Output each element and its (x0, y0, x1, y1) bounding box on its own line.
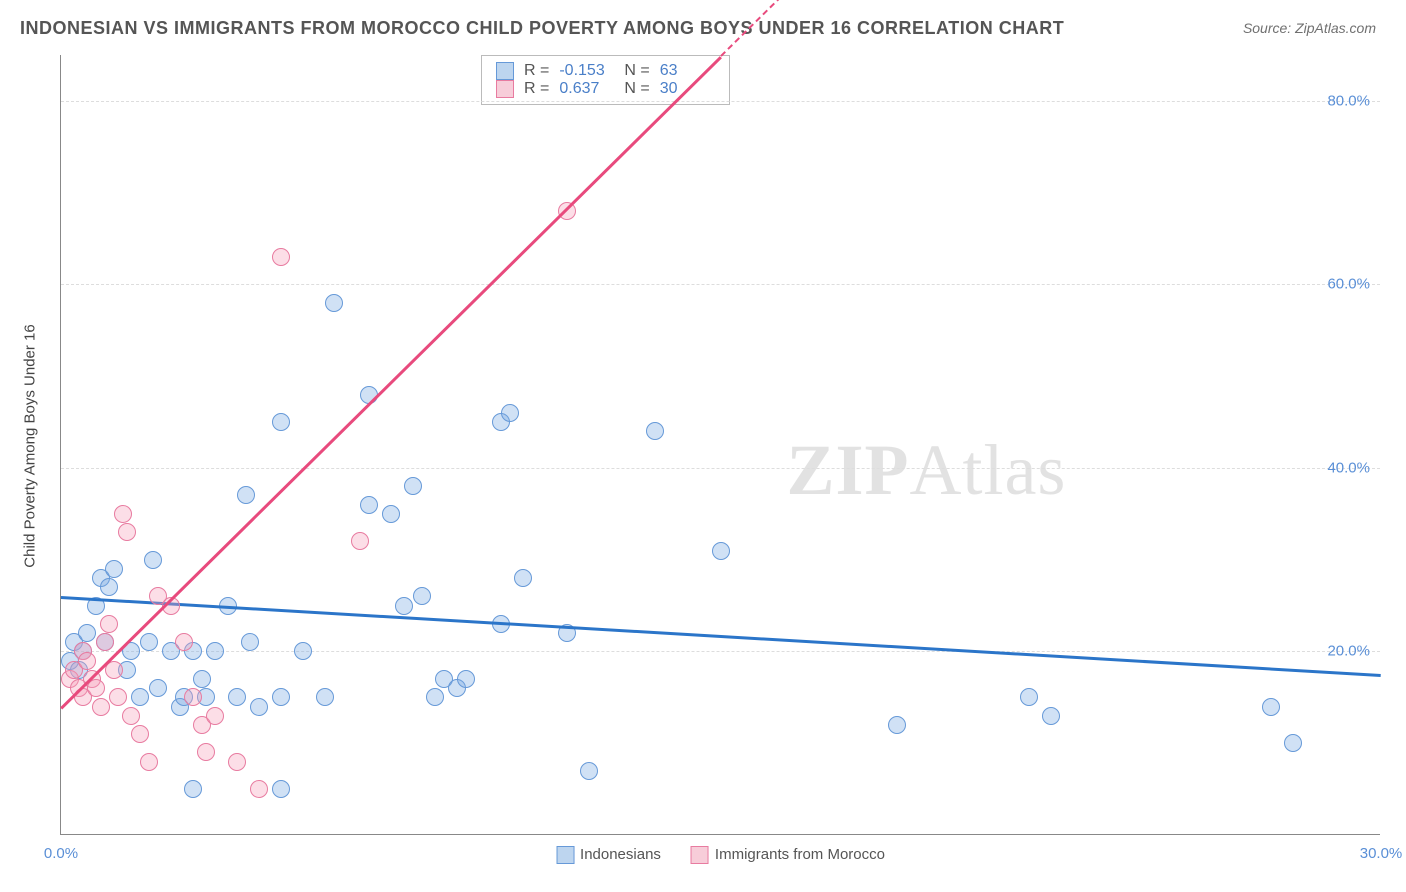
data-point (78, 624, 96, 642)
data-point (580, 762, 598, 780)
data-point (149, 679, 167, 697)
stat-swatch-1 (496, 80, 514, 98)
data-point (404, 477, 422, 495)
data-point (712, 542, 730, 560)
watermark: ZIPAtlas (786, 429, 1066, 512)
data-point (360, 496, 378, 514)
data-point (228, 688, 246, 706)
data-point (272, 688, 290, 706)
stat-r-value-1: 0.637 (559, 80, 614, 98)
data-point (426, 688, 444, 706)
data-point (558, 202, 576, 220)
legend-label-0: Indonesians (580, 846, 661, 863)
data-point (100, 578, 118, 596)
data-point (206, 707, 224, 725)
data-point (1020, 688, 1038, 706)
data-point (100, 615, 118, 633)
data-point (140, 633, 158, 651)
data-point (413, 587, 431, 605)
watermark-bold: ZIP (786, 430, 909, 510)
legend: Indonesians Immigrants from Morocco (556, 846, 885, 864)
data-point (272, 413, 290, 431)
data-point (325, 294, 343, 312)
data-point (105, 560, 123, 578)
data-point (250, 780, 268, 798)
data-point (1284, 734, 1302, 752)
data-point (114, 505, 132, 523)
data-point (92, 698, 110, 716)
stat-r-label: R = (524, 80, 549, 98)
data-point (184, 688, 202, 706)
y-axis-label: Child Poverty Among Boys Under 16 (22, 324, 39, 567)
data-point (316, 688, 334, 706)
trend-line (61, 596, 1381, 676)
data-point (272, 248, 290, 266)
data-point (241, 633, 259, 651)
stat-n-label: N = (624, 80, 649, 98)
data-point (457, 670, 475, 688)
correlation-stats-box: R = -0.153 N = 63 R = 0.637 N = 30 (481, 55, 730, 105)
data-point (193, 670, 211, 688)
data-point (109, 688, 127, 706)
data-point (118, 523, 136, 541)
data-point (272, 780, 290, 798)
data-point (646, 422, 664, 440)
data-point (197, 743, 215, 761)
stat-r-value-0: -0.153 (559, 62, 614, 80)
stat-n-label: N = (624, 62, 649, 80)
stat-swatch-0 (496, 62, 514, 80)
legend-swatch-1 (691, 846, 709, 864)
ytick-label: 20.0% (1327, 643, 1370, 660)
data-point (1262, 698, 1280, 716)
data-point (294, 642, 312, 660)
data-point (184, 780, 202, 798)
data-point (96, 633, 114, 651)
legend-label-1: Immigrants from Morocco (715, 846, 885, 863)
data-point (144, 551, 162, 569)
data-point (206, 642, 224, 660)
stat-r-label: R = (524, 62, 549, 80)
chart-title: INDONESIAN VS IMMIGRANTS FROM MOROCCO CH… (20, 18, 1064, 39)
gridline (61, 101, 1380, 102)
data-point (514, 569, 532, 587)
gridline (61, 468, 1380, 469)
ytick-label: 60.0% (1327, 276, 1370, 293)
data-point (131, 688, 149, 706)
legend-swatch-0 (556, 846, 574, 864)
data-point (87, 679, 105, 697)
plot-area: ZIPAtlas R = -0.153 N = 63 R = 0.637 N =… (60, 55, 1380, 835)
source-text: Source: ZipAtlas.com (1243, 20, 1376, 36)
data-point (351, 532, 369, 550)
gridline (61, 651, 1380, 652)
data-point (250, 698, 268, 716)
trend-line (60, 55, 722, 708)
data-point (888, 716, 906, 734)
ytick-label: 40.0% (1327, 459, 1370, 476)
data-point (140, 753, 158, 771)
data-point (395, 597, 413, 615)
data-point (228, 753, 246, 771)
legend-item-1: Immigrants from Morocco (691, 846, 885, 864)
stat-row-series-0: R = -0.153 N = 63 (496, 62, 715, 80)
data-point (237, 486, 255, 504)
data-point (122, 707, 140, 725)
data-point (78, 652, 96, 670)
data-point (131, 725, 149, 743)
xtick-label: 0.0% (44, 845, 78, 862)
watermark-rest: Atlas (909, 430, 1066, 510)
data-point (175, 633, 193, 651)
ytick-label: 80.0% (1327, 92, 1370, 109)
gridline (61, 284, 1380, 285)
xtick-label: 30.0% (1360, 845, 1403, 862)
data-point (1042, 707, 1060, 725)
legend-item-0: Indonesians (556, 846, 661, 864)
data-point (382, 505, 400, 523)
data-point (501, 404, 519, 422)
